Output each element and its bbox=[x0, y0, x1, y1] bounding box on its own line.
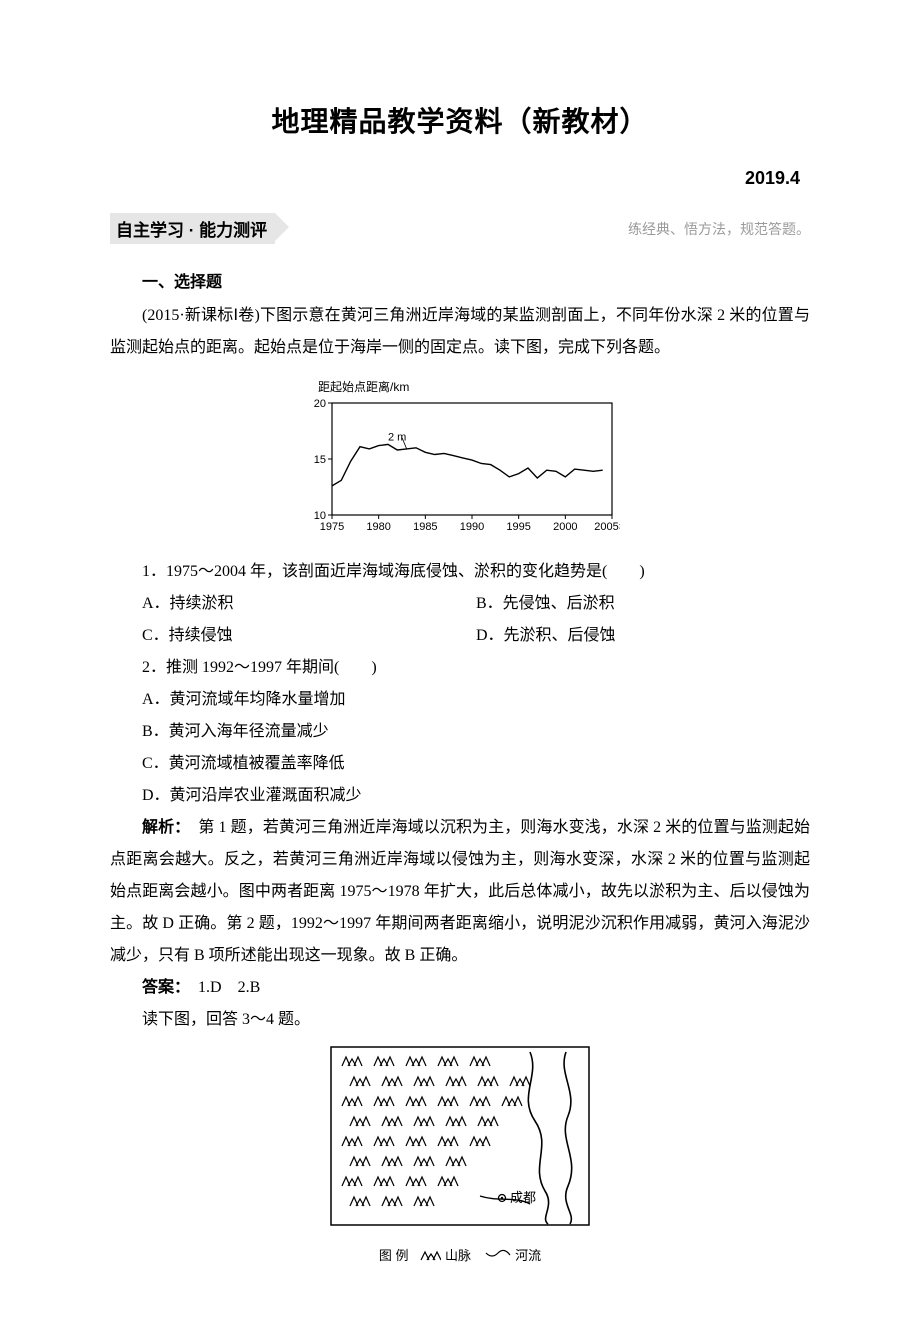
svg-text:1985: 1985 bbox=[413, 521, 437, 533]
q2-opt-c: C．黄河流域植被覆盖率降低 bbox=[110, 748, 810, 780]
svg-text:1980: 1980 bbox=[366, 521, 390, 533]
q1-stem: 1．1975～2004 年，该剖面近岸海域海底侵蚀、淤积的变化趋势是( ) bbox=[110, 556, 810, 588]
q1-row-ab: A．持续淤积 B．先侵蚀、后淤积 bbox=[110, 588, 810, 620]
svg-text:1990: 1990 bbox=[460, 521, 484, 533]
document-title: 地理精品教学资料（新教材） bbox=[110, 100, 810, 140]
svg-text:20: 20 bbox=[314, 398, 326, 410]
section-bar: 自主学习 · 能力测评 练经典、悟方法，规范答题。 bbox=[110, 213, 810, 244]
answer-label: 答案： bbox=[142, 979, 182, 996]
legend-mountain-icon bbox=[419, 1249, 441, 1261]
heading-selection: 一、选择题 bbox=[110, 268, 810, 292]
q1-opt-c: C．持续侵蚀 bbox=[142, 620, 476, 652]
document-date: 2019.4 bbox=[110, 168, 810, 189]
answer-text: 1.D 2.B bbox=[182, 979, 260, 996]
q1-row-cd: C．持续侵蚀 D．先淤积、后侵蚀 bbox=[110, 620, 810, 652]
svg-text:2005年: 2005年 bbox=[594, 519, 620, 533]
page: 地理精品教学资料（新教材） 2019.4 自主学习 · 能力测评 练经典、悟方法… bbox=[0, 0, 920, 1324]
legend-river-text: 河流 bbox=[515, 1248, 541, 1263]
q1-opt-d: D．先淤积、后侵蚀 bbox=[476, 620, 810, 652]
svg-text:1975: 1975 bbox=[320, 521, 344, 533]
svg-text:15: 15 bbox=[314, 454, 326, 466]
svg-text:1995: 1995 bbox=[506, 521, 530, 533]
svg-text:成都: 成都 bbox=[510, 1190, 536, 1205]
svg-text:2000: 2000 bbox=[553, 521, 577, 533]
explanation-text: 第 1 题，若黄河三角洲近岸海域以沉积为主，则海水变浅，水深 2 米的位置与监测… bbox=[110, 819, 810, 964]
answer: 答案： 1.D 2.B bbox=[110, 972, 810, 1004]
legend-river-icon bbox=[485, 1249, 511, 1261]
q2-opt-a: A．黄河流域年均降水量增加 bbox=[110, 684, 810, 716]
explanation: 解析： 第 1 题，若黄河三角洲近岸海域以沉积为主，则海水变浅，水深 2 米的位… bbox=[110, 812, 810, 972]
next-intro: 读下图，回答 3～4 题。 bbox=[110, 1004, 810, 1036]
explanation-label: 解析： bbox=[142, 819, 182, 836]
map-figure: 成都 图 例 山脉 河流 bbox=[330, 1046, 590, 1264]
q2-opt-d: D．黄河沿岸农业灌溉面积减少 bbox=[110, 780, 810, 812]
q1-opt-b: B．先侵蚀、后淤积 bbox=[476, 588, 810, 620]
legend-mountain-text: 山脉 bbox=[445, 1248, 471, 1263]
chart-ylabel: 距起始点距离/km bbox=[318, 378, 620, 395]
map-legend: 图 例 山脉 河流 bbox=[330, 1245, 590, 1264]
map-svg: 成都 bbox=[330, 1046, 590, 1236]
q1-opt-a: A．持续淤积 bbox=[142, 588, 476, 620]
line-chart: 距起始点距离/km 101520197519801985199019952000… bbox=[300, 378, 620, 542]
q2-opt-b: B．黄河入海年径流量减少 bbox=[110, 716, 810, 748]
intro-paragraph: (2015·新课标Ⅰ卷)下图示意在黄河三角洲近岸海域的某监测剖面上，不同年份水深… bbox=[110, 300, 810, 364]
chart-svg: 1015201975198019851990199520002005年2 m bbox=[300, 397, 620, 537]
q2-stem: 2．推测 1992～1997 年期间( ) bbox=[110, 652, 810, 684]
section-tagline: 练经典、悟方法，规范答题。 bbox=[628, 219, 810, 239]
legend-label: 图 例 bbox=[379, 1248, 409, 1263]
section-tab: 自主学习 · 能力测评 bbox=[110, 213, 275, 244]
